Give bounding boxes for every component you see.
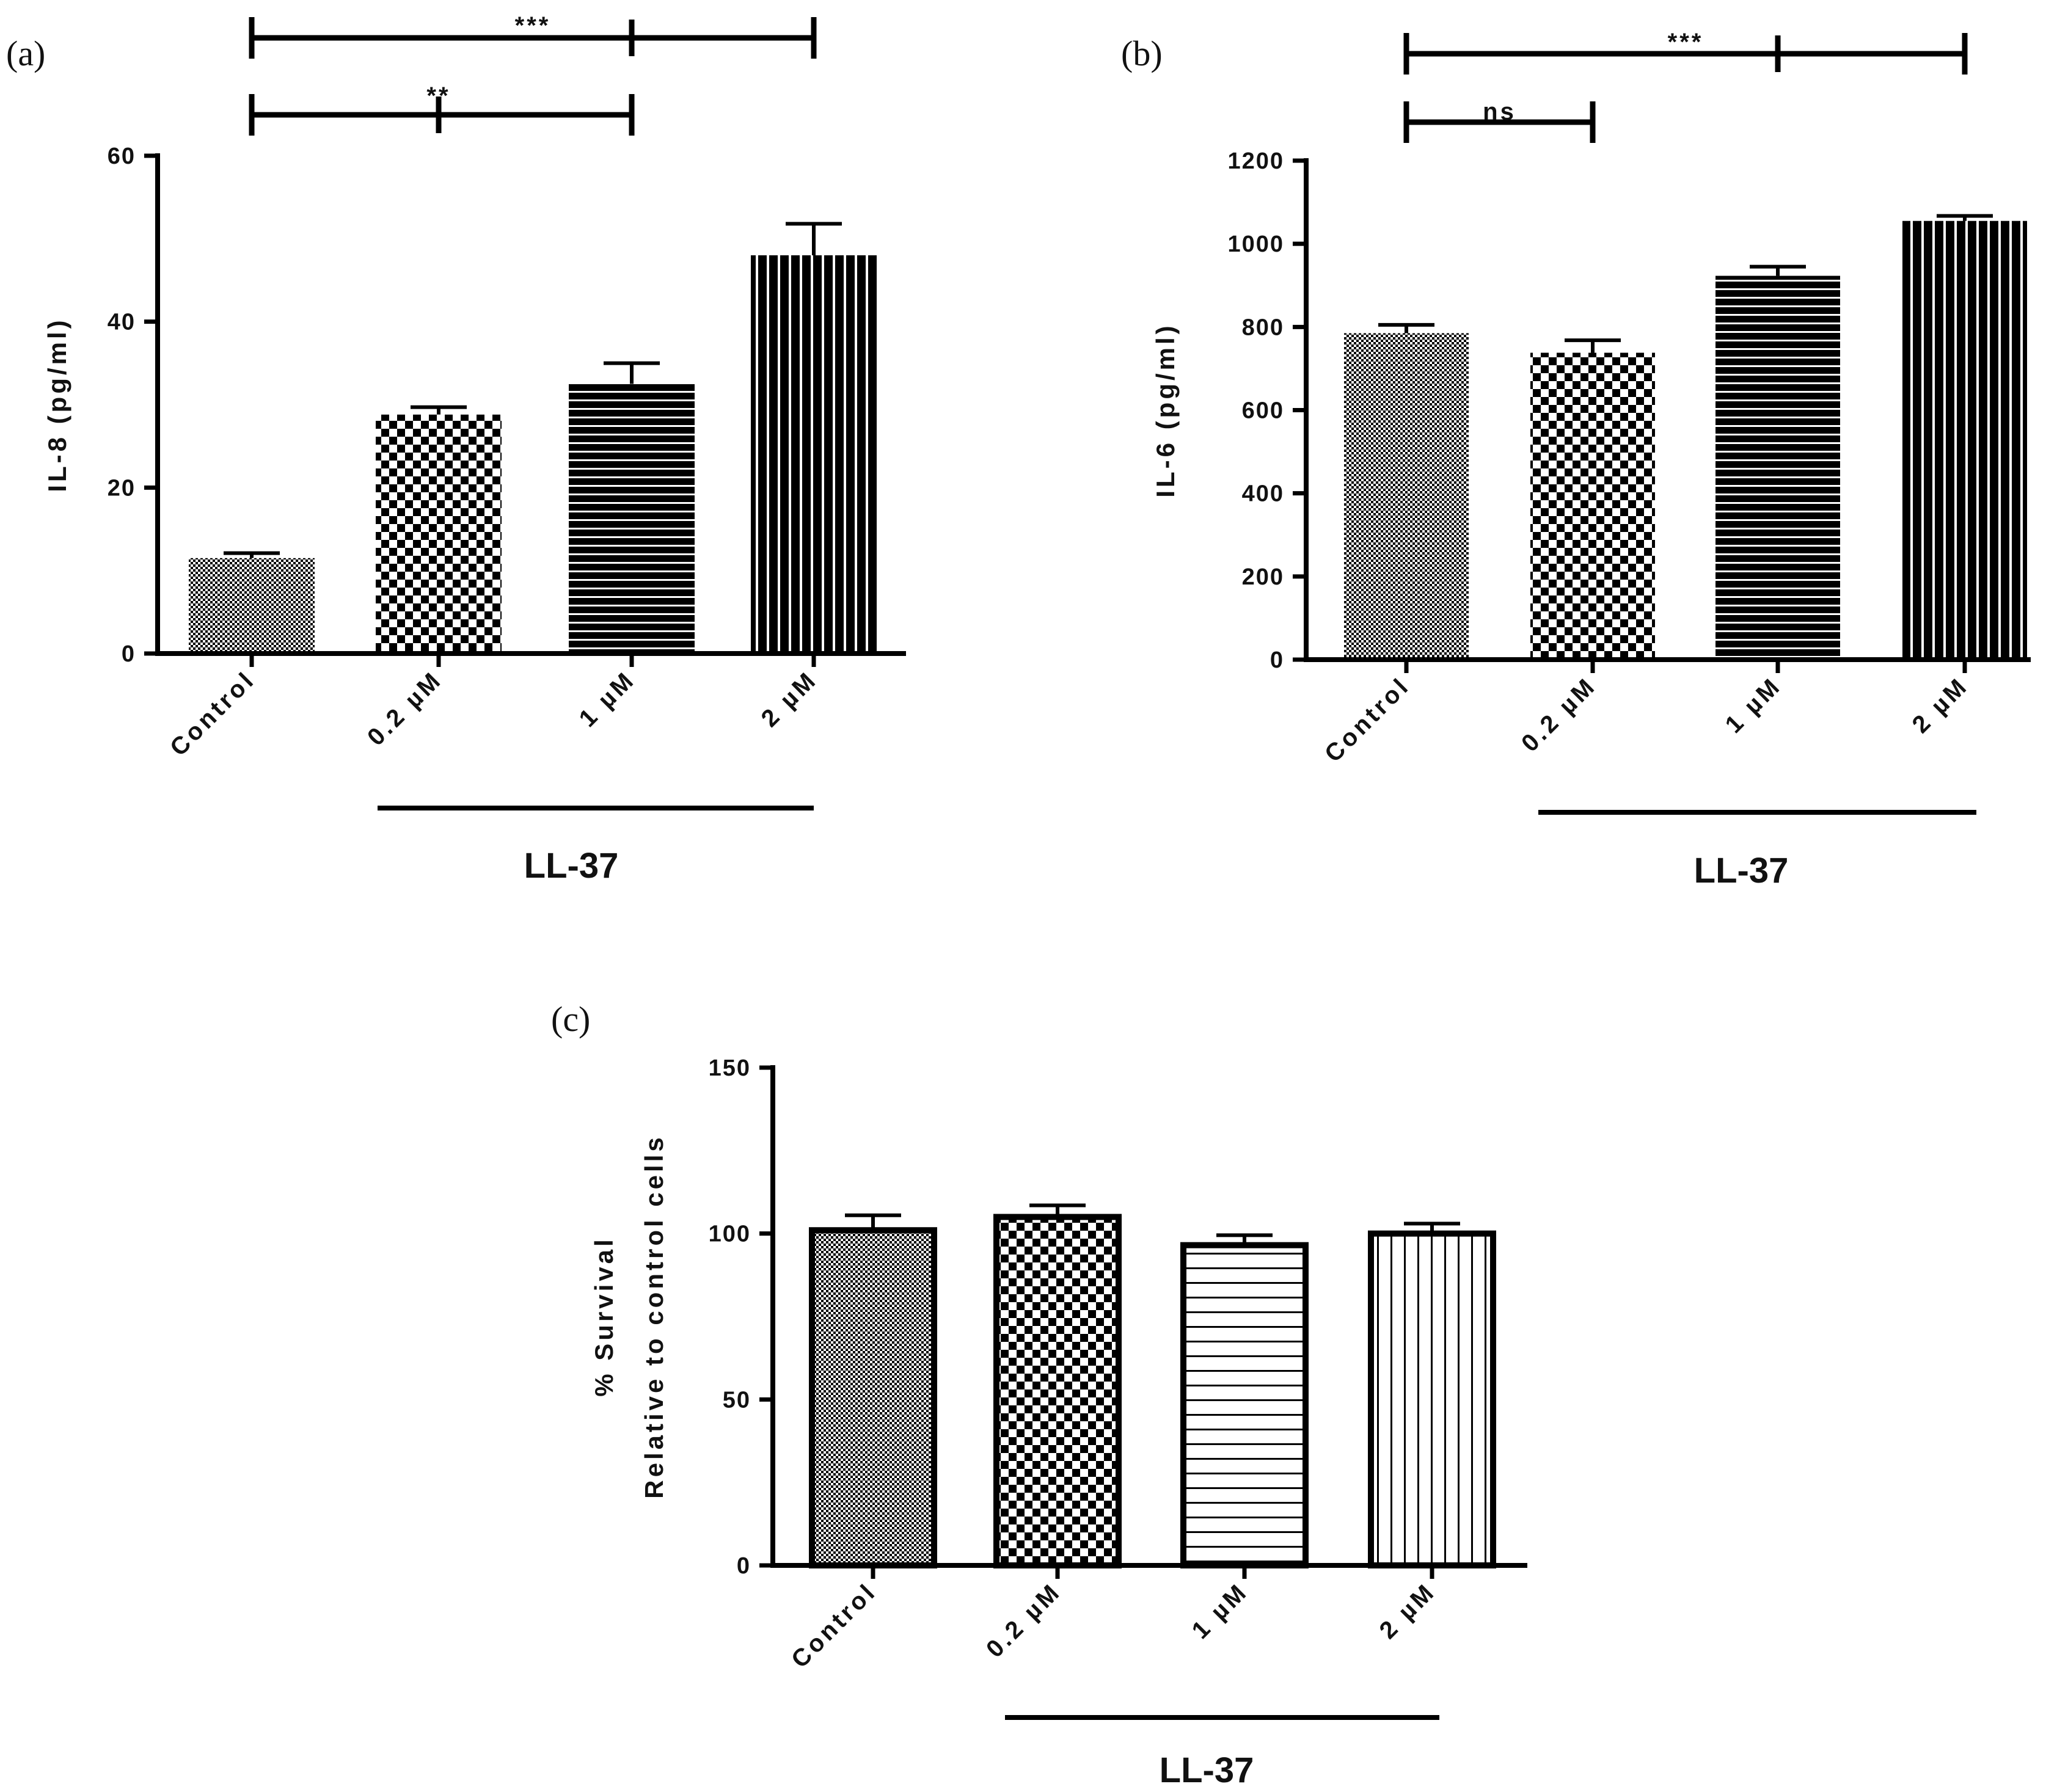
y-tick-label: 1200 xyxy=(1227,148,1284,174)
y-axis-label: IL-6 (pg/ml) xyxy=(1151,322,1180,497)
group-label: LL-37 xyxy=(1160,1750,1254,1790)
bar xyxy=(569,384,695,654)
x-tick-label: 0.2 µM xyxy=(981,1578,1066,1663)
y-tick-label: 600 xyxy=(1242,398,1284,424)
significance-label: *** xyxy=(515,12,551,39)
y-tick-label: 60 xyxy=(108,144,136,169)
x-tick-label: Control xyxy=(1320,672,1415,767)
x-tick-label: Control xyxy=(165,666,260,761)
y-tick-label: 200 xyxy=(1242,564,1284,590)
bar xyxy=(1902,220,2027,660)
y-axis-label-secondary: Relative to control cells xyxy=(640,1134,668,1498)
y-axis-label: IL-8 (pg/ml) xyxy=(43,317,71,492)
y-axis-label: % Survival xyxy=(590,1236,618,1396)
bar xyxy=(189,558,315,654)
bar xyxy=(1530,352,1655,660)
chart-survival: (c) 0 50 100 150 Control 0.2 µM 1 µM 2 µM % Survi… xyxy=(551,999,1527,1790)
y-tick-label: 0 xyxy=(737,1553,751,1579)
group-label: LL-37 xyxy=(1694,851,1789,891)
x-tick-label: 0.2 µM xyxy=(1516,672,1601,757)
bar xyxy=(1180,1242,1309,1568)
bar xyxy=(1368,1230,1496,1568)
x-tick-label: 1 µM xyxy=(1720,672,1787,738)
x-tick-label: 2 µM xyxy=(756,666,823,732)
x-tick-label: 0.2 µM xyxy=(362,666,447,751)
bar xyxy=(376,414,502,654)
y-tick-label: 20 xyxy=(108,475,136,501)
bar xyxy=(993,1214,1122,1568)
bar xyxy=(751,255,877,654)
significance-label: ** xyxy=(426,82,450,109)
x-tick-label: 1 µM xyxy=(1187,1578,1254,1644)
x-tick-label: 1 µM xyxy=(574,666,641,732)
x-tick-label: Control xyxy=(786,1578,882,1673)
panel-label: (a) xyxy=(6,34,45,73)
chart-il8: (a) 0 20 40 60 Control 0.2 µM 1 µM 2 µM IL-8 (pg/… xyxy=(6,12,906,886)
y-tick-label: 0 xyxy=(122,641,136,667)
significance-label: ns xyxy=(1483,98,1516,125)
y-tick-label: 400 xyxy=(1242,481,1284,507)
y-tick-label: 800 xyxy=(1242,315,1284,340)
chart-il6: (b) 0 200 400 600 800 1000 1200 Control 0.2 µM 1 µ… xyxy=(1121,29,2031,891)
y-tick-label: 150 xyxy=(709,1055,751,1081)
group-label: LL-37 xyxy=(524,846,619,886)
panel-label: (c) xyxy=(551,999,590,1039)
y-tick-label: 100 xyxy=(709,1222,751,1247)
bar xyxy=(809,1227,937,1568)
x-tick-label: 2 µM xyxy=(1907,672,1974,738)
panel-label: (b) xyxy=(1121,34,1163,73)
bar xyxy=(1715,275,1840,660)
x-tick-label: 2 µM xyxy=(1375,1578,1441,1644)
y-tick-label: 40 xyxy=(108,310,136,335)
y-tick-label: 0 xyxy=(1270,647,1284,673)
bar xyxy=(1344,333,1469,660)
y-tick-label: 50 xyxy=(723,1387,751,1413)
y-tick-label: 1000 xyxy=(1227,231,1284,257)
significance-label: *** xyxy=(1668,29,1704,56)
